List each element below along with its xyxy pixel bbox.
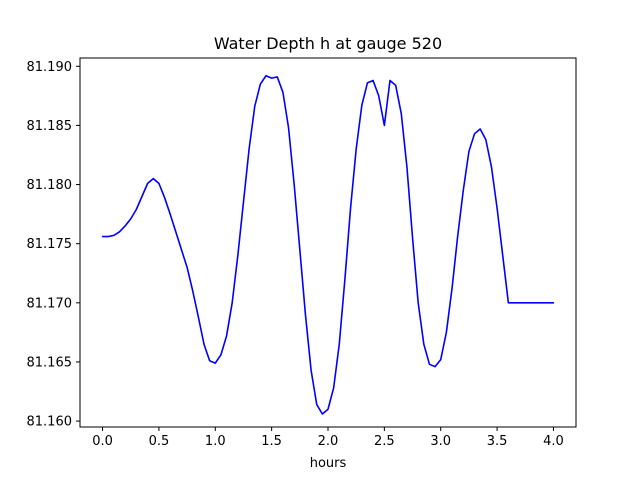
x-tick-label: 0.0 <box>92 434 113 449</box>
chart-title: Water Depth h at gauge 520 <box>214 34 442 53</box>
y-tick-label: 81.190 <box>27 60 73 75</box>
x-tick-label: 0.5 <box>149 434 170 449</box>
plot-area: 0.0 0.5 1.0 1.5 2.0 2.5 3.0 3.5 4.0 81.160 81.165 8… <box>27 57 577 449</box>
y-tick-label: 81.180 <box>27 178 73 193</box>
x-tick-label: 1.5 <box>261 434 282 449</box>
x-axis-label: hours <box>310 456 347 471</box>
series-line-0 <box>101 74 555 415</box>
y-tick-label: 81.170 <box>27 296 73 311</box>
x-tick-label: 3.0 <box>430 434 451 449</box>
y-tick-label: 81.165 <box>27 355 73 370</box>
y-tick-label: 81.185 <box>27 119 73 134</box>
y-tick-label: 81.175 <box>27 237 73 252</box>
x-tick-label: 3.5 <box>487 434 508 449</box>
x-tick-label: 4.0 <box>543 434 564 449</box>
x-tick-label: 1.0 <box>205 434 226 449</box>
y-tick-label: 81.160 <box>27 415 73 430</box>
x-tick-label: 2.5 <box>374 434 395 449</box>
x-tick-label: 2.0 <box>318 434 339 449</box>
